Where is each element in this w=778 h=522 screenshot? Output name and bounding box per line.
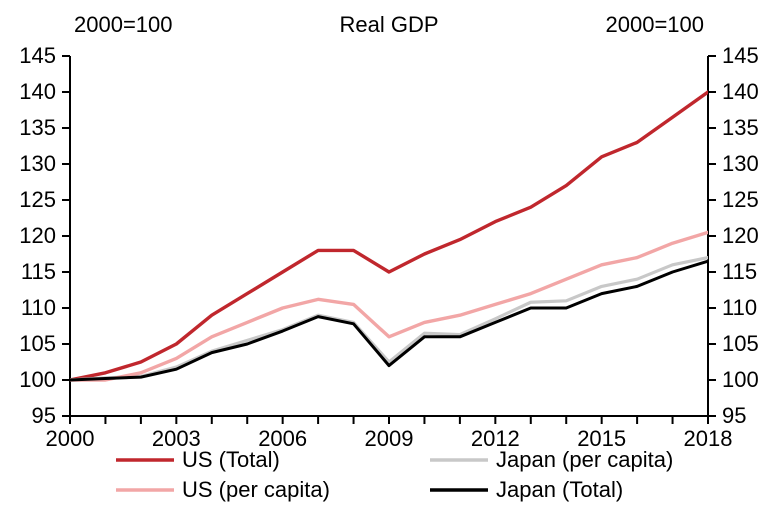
y-tick-label-right: 135 bbox=[722, 115, 759, 140]
y-tick-label-right: 120 bbox=[722, 223, 759, 248]
y-tick-label-left: 130 bbox=[19, 151, 56, 176]
y-tick-label-right: 115 bbox=[722, 259, 757, 284]
legend-label-us_total: US (Total) bbox=[182, 447, 280, 472]
x-tick-label: 2000 bbox=[46, 426, 95, 451]
legend-label-us_per_capita: US (per capita) bbox=[182, 477, 330, 502]
y-tick-label-right: 140 bbox=[722, 79, 759, 104]
y-tick-label-left: 125 bbox=[19, 187, 56, 212]
legend-label-japan_total: Japan (Total) bbox=[496, 477, 623, 502]
chart-title: Real GDP bbox=[339, 12, 438, 37]
right-axis-note: 2000=100 bbox=[606, 12, 705, 37]
y-tick-label-left: 135 bbox=[19, 115, 56, 140]
y-tick-label-right: 100 bbox=[722, 367, 759, 392]
y-tick-label-left: 105 bbox=[19, 331, 56, 356]
y-tick-label-right: 110 bbox=[722, 295, 757, 320]
y-tick-label-left: 120 bbox=[19, 223, 56, 248]
y-tick-label-right: 95 bbox=[722, 403, 746, 428]
y-tick-label-left: 115 bbox=[21, 259, 56, 284]
y-tick-label-right: 105 bbox=[722, 331, 759, 356]
y-tick-label-left: 95 bbox=[32, 403, 56, 428]
y-tick-label-left: 110 bbox=[21, 295, 56, 320]
y-tick-label-right: 130 bbox=[722, 151, 759, 176]
y-tick-label-right: 125 bbox=[722, 187, 759, 212]
y-tick-label-left: 145 bbox=[19, 43, 56, 68]
x-tick-label: 2018 bbox=[684, 426, 733, 451]
y-tick-label-right: 145 bbox=[722, 43, 759, 68]
gdp-line-chart: Real GDP 2000=100 2000=100 95 95 100 100 105 105… bbox=[0, 0, 778, 522]
left-axis-note: 2000=100 bbox=[74, 12, 173, 37]
x-tick-label: 2009 bbox=[365, 426, 414, 451]
legend-label-japan_per_capita: Japan (per capita) bbox=[496, 447, 673, 472]
y-tick-label-left: 140 bbox=[19, 79, 56, 104]
y-tick-label-left: 100 bbox=[19, 367, 56, 392]
